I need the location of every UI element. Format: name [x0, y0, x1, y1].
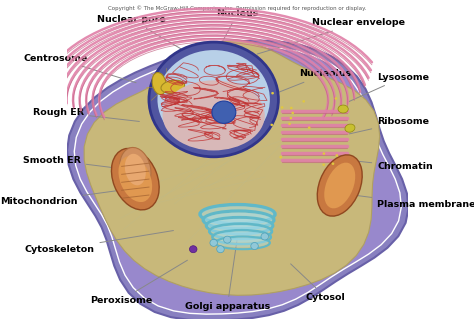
- Text: Rough ER: Rough ER: [33, 108, 139, 122]
- Ellipse shape: [292, 112, 294, 114]
- Ellipse shape: [163, 80, 265, 150]
- Ellipse shape: [336, 154, 338, 157]
- Ellipse shape: [290, 117, 292, 119]
- Text: Chromatin: Chromatin: [349, 160, 433, 171]
- Ellipse shape: [161, 80, 184, 93]
- Ellipse shape: [270, 124, 273, 126]
- Ellipse shape: [217, 238, 268, 248]
- Ellipse shape: [208, 219, 271, 232]
- Ellipse shape: [111, 148, 159, 210]
- Text: Plasma membrane: Plasma membrane: [356, 196, 474, 209]
- Text: Smooth ER: Smooth ER: [23, 156, 126, 169]
- Ellipse shape: [190, 246, 197, 253]
- Text: Golgi apparatus: Golgi apparatus: [185, 239, 270, 311]
- Ellipse shape: [281, 106, 283, 109]
- Ellipse shape: [323, 152, 325, 155]
- Ellipse shape: [224, 236, 231, 243]
- Ellipse shape: [324, 163, 355, 208]
- Ellipse shape: [332, 163, 334, 165]
- Ellipse shape: [338, 105, 348, 113]
- Ellipse shape: [251, 243, 258, 250]
- Ellipse shape: [317, 155, 362, 216]
- PathPatch shape: [67, 41, 409, 320]
- PathPatch shape: [74, 47, 401, 314]
- Text: Nuclear pore: Nuclear pore: [97, 15, 194, 57]
- Text: Ribosome: Ribosome: [349, 117, 429, 134]
- Text: Mitochondrion: Mitochondrion: [0, 189, 129, 206]
- Ellipse shape: [210, 239, 218, 246]
- Text: Cytosol: Cytosol: [291, 264, 346, 301]
- Text: Copyright © The McGraw-Hill Companies, Inc. Permission required for reproduction: Copyright © The McGraw-Hill Companies, I…: [109, 5, 367, 11]
- PathPatch shape: [84, 40, 380, 295]
- Ellipse shape: [119, 148, 151, 192]
- Ellipse shape: [302, 100, 305, 103]
- Ellipse shape: [288, 123, 291, 125]
- Ellipse shape: [157, 50, 270, 149]
- Ellipse shape: [271, 92, 274, 94]
- Text: Nucleus: Nucleus: [216, 9, 259, 49]
- Ellipse shape: [205, 212, 272, 227]
- Text: Lysosome: Lysosome: [349, 73, 429, 101]
- Ellipse shape: [125, 154, 146, 185]
- Text: Cytoskeleton: Cytoskeleton: [25, 230, 173, 254]
- Text: Centrosome: Centrosome: [23, 53, 136, 83]
- Ellipse shape: [322, 164, 325, 166]
- Ellipse shape: [212, 101, 236, 123]
- Ellipse shape: [345, 124, 355, 132]
- Ellipse shape: [308, 126, 310, 129]
- Ellipse shape: [149, 42, 278, 157]
- Text: Nucleolus: Nucleolus: [247, 69, 351, 105]
- Ellipse shape: [152, 73, 166, 95]
- Ellipse shape: [211, 225, 270, 237]
- Ellipse shape: [214, 232, 269, 243]
- Ellipse shape: [335, 97, 337, 100]
- Ellipse shape: [202, 206, 273, 222]
- Ellipse shape: [118, 156, 152, 202]
- Text: Nuclear envelope: Nuclear envelope: [257, 19, 405, 54]
- Ellipse shape: [280, 156, 282, 158]
- Ellipse shape: [261, 233, 269, 240]
- Text: Peroxisome: Peroxisome: [90, 260, 187, 305]
- Ellipse shape: [290, 107, 292, 109]
- Ellipse shape: [217, 246, 224, 253]
